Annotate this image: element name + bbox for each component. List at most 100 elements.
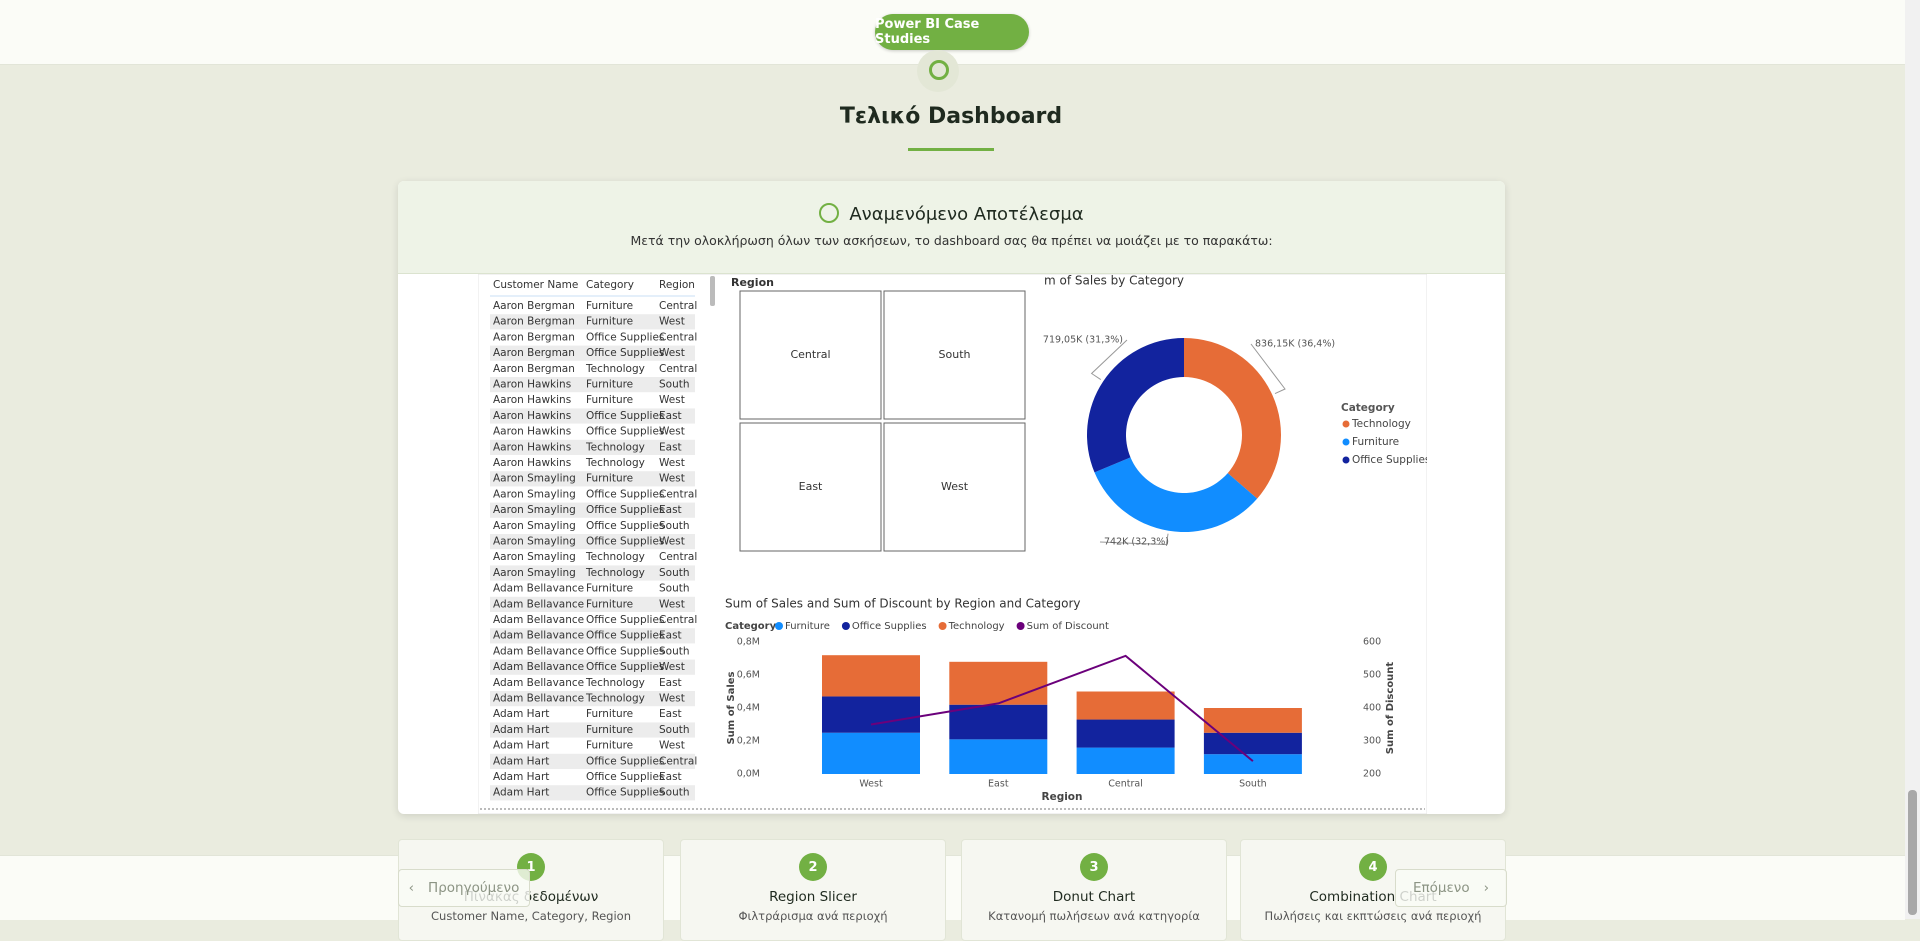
y-tick-label: 0,8M	[737, 637, 760, 648]
table-cell: Office Supplies	[586, 504, 664, 516]
legend-label: Office Supplies	[852, 621, 927, 632]
y-tick-label: 0,2M	[737, 736, 760, 747]
card-header: Αναμενόμενο Αποτέλεσμα Μετά την ολοκλήρω…	[398, 181, 1505, 274]
row-band	[490, 502, 695, 518]
table-cell: Aaron Bergman	[493, 331, 575, 343]
table-cell: Office Supplies	[586, 614, 664, 626]
table-cell: Technology	[585, 441, 645, 453]
bar-segment	[1203, 708, 1302, 733]
table-cell: Technology	[585, 363, 645, 375]
legend-marker	[841, 622, 850, 630]
table-cell: Office Supplies	[586, 520, 664, 532]
table-cell: West	[659, 316, 685, 328]
table-cell: Office Supplies	[586, 536, 664, 548]
table-cell: Office Supplies	[586, 488, 664, 500]
table-cell: Aaron Bergman	[493, 300, 575, 312]
donut-slice	[1094, 457, 1258, 532]
slicer-item: West	[941, 480, 969, 493]
table-cell: East	[659, 771, 682, 783]
table-cell: Adam Bellavance	[493, 677, 584, 689]
card-title-row: Αναμενόμενο Αποτέλεσμα	[398, 203, 1505, 225]
slicer-item: South	[939, 348, 971, 361]
x-tick-label: Central	[1108, 779, 1143, 790]
x-tick-label: East	[988, 779, 1009, 790]
table-cell: Aaron Smayling	[493, 473, 576, 485]
table-cell: South	[659, 567, 690, 579]
table-cell: South	[659, 583, 690, 595]
bar-segment	[949, 739, 1048, 774]
prev-button[interactable]: ‹ Προηγούμενο	[398, 869, 530, 907]
slicer-tile[interactable]	[739, 290, 882, 420]
y-tick-label: 0,6M	[737, 670, 760, 681]
donut-label: 742K (32,3%)	[1104, 537, 1169, 548]
row-band	[490, 659, 695, 675]
step-card[interactable]: 2 Region Slicer Φιλτράρισμα ανά περιοχή	[680, 839, 946, 941]
legend-marker	[1342, 456, 1350, 464]
table-cell: South	[659, 724, 690, 736]
step-number: 1	[517, 853, 545, 881]
table-cell: Adam Hart	[493, 708, 549, 720]
row-band	[490, 534, 695, 550]
table-cell: Aaron Smayling	[493, 536, 576, 548]
table-cell: Adam Hart	[493, 724, 549, 736]
table-cell: Aaron Smayling	[493, 520, 576, 532]
y2-tick-label: 400	[1363, 703, 1381, 714]
table-cell: Aaron Hawkins	[493, 394, 571, 406]
table-cell: Office Supplies	[586, 410, 664, 422]
bar-segment	[1203, 754, 1302, 774]
table-cell: Furniture	[586, 708, 633, 720]
slicer-tile[interactable]	[739, 422, 882, 552]
table-cell: Adam Bellavance	[493, 614, 584, 626]
table-cell: Adam Hart	[493, 740, 549, 752]
table-cell: Furniture	[586, 316, 633, 328]
x-tick-label: West	[859, 779, 883, 790]
slicer-item: Central	[790, 348, 830, 361]
table-cell: Aaron Smayling	[493, 504, 576, 516]
bar-segment	[949, 704, 1048, 740]
table-cell: Aaron Hawkins	[493, 426, 571, 438]
scrollbar-thumb[interactable]	[1908, 790, 1917, 915]
next-label: Επόμενο	[1412, 880, 1470, 896]
table-cell: Aaron Hawkins	[493, 457, 571, 469]
table-cell: East	[659, 677, 682, 689]
step-card[interactable]: 3 Donut Chart Κατανομή πωλήσεων ανά κατηγο…	[961, 839, 1227, 941]
slicer-tile[interactable]	[883, 290, 1026, 420]
table-cell: Furniture	[586, 598, 633, 610]
table-cell: Adam Bellavance	[493, 693, 584, 705]
table-cell: Technology	[585, 457, 645, 469]
slicer-tile[interactable]	[883, 422, 1026, 552]
table-cell: Central	[659, 755, 697, 767]
next-button[interactable]: Επόμενο ›	[1395, 869, 1507, 907]
table-cell: East	[659, 708, 682, 720]
row-band	[490, 691, 695, 707]
y2-axis-title: Sum of Discount	[1385, 662, 1396, 755]
table-scrollbar	[710, 276, 715, 306]
bar-segment	[1076, 747, 1175, 774]
donut-slice	[1184, 338, 1281, 499]
table-cell: South	[659, 379, 690, 391]
bar-segment	[822, 655, 920, 697]
row-band	[490, 377, 695, 393]
legend-label: Office Supplies	[1352, 454, 1427, 466]
row-band	[490, 314, 695, 330]
dashboard: Customer Name Category Region Aaron Bergman…	[478, 274, 1427, 814]
table-cell: Adam Bellavance	[493, 645, 584, 657]
table-cell: Adam Bellavance	[493, 583, 584, 595]
leader-line	[1090, 339, 1128, 380]
table-cell: Adam Hart	[493, 771, 549, 783]
step-subtitle: Πωλήσεις και εκπτώσεις ανά περιοχή	[1264, 909, 1482, 923]
table-cell: Technology	[585, 677, 645, 689]
case-studies-button[interactable]: Power BI Case Studies	[875, 14, 1029, 50]
table-cell: West	[659, 598, 685, 610]
legend-label: Technology	[948, 621, 1005, 632]
bar-segment	[822, 732, 920, 774]
discount-line	[870, 654, 1254, 762]
table-cell: Office Supplies	[586, 426, 664, 438]
table-cell: Technology	[585, 693, 645, 705]
y2-tick-label: 600	[1363, 637, 1381, 648]
step-number: 4	[1359, 853, 1387, 881]
legend-marker	[1016, 622, 1025, 630]
bar-segment	[1076, 691, 1175, 720]
legend-marker	[1342, 420, 1350, 428]
card-title: Αναμενόμενο Αποτέλεσμα	[849, 204, 1084, 225]
